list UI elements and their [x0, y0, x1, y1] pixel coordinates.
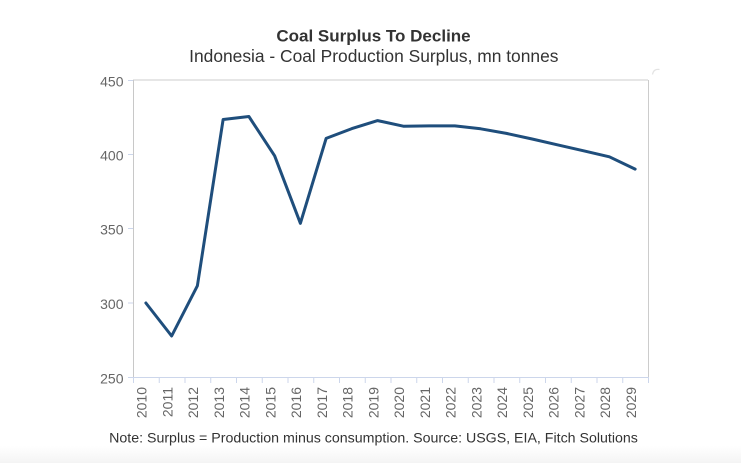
- svg-text:2010: 2010: [134, 387, 150, 418]
- svg-text:2028: 2028: [597, 387, 613, 418]
- svg-text:2016: 2016: [288, 387, 304, 418]
- svg-text:Indonesia - Coal Production Su: Indonesia - Coal Production Surplus, mn …: [189, 46, 559, 66]
- svg-text:2022: 2022: [443, 387, 459, 418]
- svg-text:2023: 2023: [468, 387, 484, 418]
- svg-text:2018: 2018: [340, 387, 356, 418]
- svg-text:2013: 2013: [211, 387, 227, 418]
- svg-text:2026: 2026: [546, 387, 562, 418]
- svg-text:450: 450: [100, 74, 124, 90]
- svg-text:2015: 2015: [262, 387, 278, 418]
- svg-text:2019: 2019: [365, 387, 381, 418]
- svg-text:Note: Surplus = Production min: Note: Surplus = Production minus consump…: [109, 431, 638, 447]
- svg-text:Coal Surplus To Decline: Coal Surplus To Decline: [276, 26, 470, 45]
- svg-text:2027: 2027: [571, 387, 587, 418]
- svg-text:2020: 2020: [391, 387, 407, 418]
- svg-text:2024: 2024: [494, 387, 510, 418]
- svg-text:250: 250: [100, 371, 124, 387]
- svg-text:350: 350: [100, 222, 124, 238]
- svg-text:2025: 2025: [520, 387, 536, 418]
- svg-text:2021: 2021: [417, 387, 433, 418]
- svg-text:2017: 2017: [314, 387, 330, 418]
- svg-text:400: 400: [100, 148, 124, 164]
- svg-text:300: 300: [100, 296, 124, 312]
- svg-text:2029: 2029: [623, 387, 639, 418]
- svg-text:2011: 2011: [159, 387, 175, 417]
- svg-text:2014: 2014: [237, 387, 253, 418]
- svg-text:2012: 2012: [185, 387, 201, 418]
